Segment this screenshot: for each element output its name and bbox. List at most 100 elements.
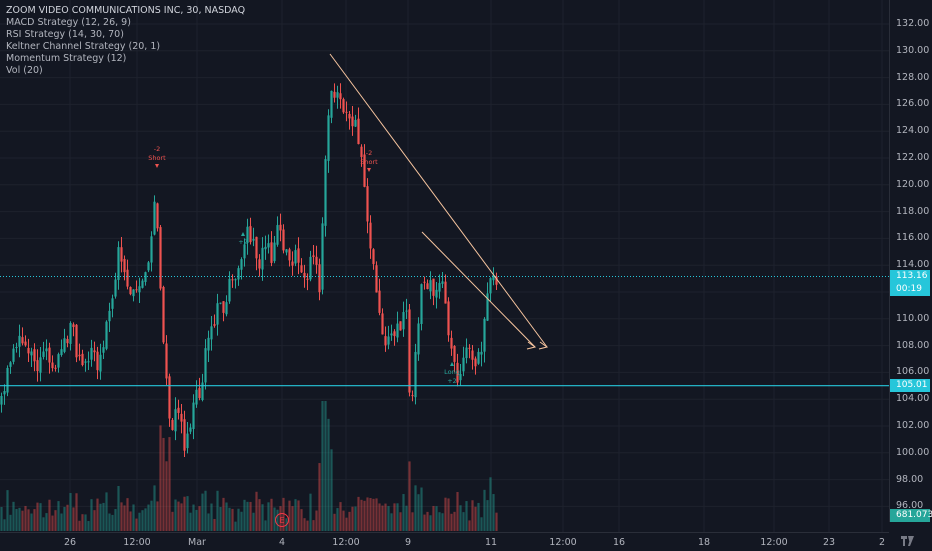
volume-bar	[459, 505, 462, 531]
volume-bar	[426, 511, 429, 531]
candle-body	[330, 90, 333, 118]
candle-body	[339, 93, 342, 100]
candle-body	[54, 367, 57, 369]
candle-body	[129, 287, 132, 295]
volume-bar	[396, 503, 399, 531]
volume-bar	[78, 520, 81, 531]
candle-body	[426, 283, 429, 290]
candle-body	[51, 362, 54, 369]
earnings-marker-icon[interactable]: E	[275, 513, 289, 527]
candle-body	[285, 249, 288, 253]
indicator-rsi[interactable]: RSI Strategy (14, 30, 70)	[6, 29, 124, 40]
candle-body	[279, 224, 282, 231]
volume-bar	[249, 501, 252, 531]
price-tick-label: 98.00	[896, 473, 924, 485]
candle-body	[123, 258, 126, 273]
volume-bar	[336, 508, 339, 531]
long-arrow-icon	[241, 232, 245, 236]
volume-bar	[417, 494, 420, 531]
candle-body	[135, 289, 138, 291]
indicator-keltner[interactable]: Keltner Channel Strategy (20, 1)	[6, 41, 161, 52]
volume-bar	[354, 506, 357, 531]
price-tick-label: 126.00	[896, 98, 930, 110]
candle-body	[207, 337, 210, 351]
volume-bar	[234, 521, 237, 531]
volume-bar	[318, 463, 321, 531]
volume-bar	[3, 519, 6, 531]
short-signal-label: -2	[366, 149, 372, 157]
volume-bar	[207, 513, 210, 531]
candle-body	[240, 259, 243, 270]
candle-body	[480, 351, 483, 355]
candle-body	[162, 286, 165, 343]
candle-body	[495, 276, 498, 285]
volume-bar	[171, 511, 174, 531]
candle-body	[117, 247, 120, 280]
candle-body	[204, 348, 207, 383]
volume-bar	[408, 461, 411, 531]
price-tick-label: 124.00	[896, 125, 930, 137]
volume-bar	[60, 513, 63, 531]
candle-body	[417, 323, 420, 355]
indicator-momentum[interactable]: Momentum Strategy (12)	[6, 53, 127, 64]
volume-bar	[351, 506, 354, 531]
volume-bar	[258, 499, 261, 531]
candle-body	[84, 361, 87, 363]
indicator-macd[interactable]: MACD Strategy (12, 26, 9)	[6, 17, 131, 28]
volume-bar	[393, 503, 396, 531]
volume-value-badge: 681.073K	[890, 509, 932, 522]
candle-body	[414, 351, 417, 398]
candle-body	[180, 413, 183, 422]
volume-bar	[372, 498, 375, 531]
volume-bar	[363, 500, 366, 531]
candle-body	[33, 349, 36, 362]
candle-body	[381, 313, 384, 335]
candle-body	[453, 345, 456, 362]
time-tick-label: 11	[484, 537, 498, 548]
volume-bar	[15, 508, 18, 531]
candle-body	[165, 343, 168, 379]
tradingview-logo-icon[interactable]	[901, 536, 915, 546]
candle-body	[405, 310, 408, 312]
candle-body	[171, 419, 174, 430]
candle-body	[360, 146, 363, 158]
candle-body	[393, 331, 396, 337]
volume-bar	[495, 512, 498, 531]
volume-bar	[312, 520, 315, 531]
candle-body	[321, 223, 324, 290]
indicator-volume[interactable]: Vol (20)	[6, 65, 43, 76]
candle-body	[60, 349, 63, 356]
price-tick-label: 118.00	[896, 205, 930, 217]
chart-grid	[0, 0, 889, 532]
candle-body	[45, 348, 48, 352]
volume-bar	[198, 506, 201, 531]
volume-bar	[39, 503, 42, 531]
candle-body	[90, 347, 93, 360]
volume-bar	[90, 499, 93, 531]
volume-bar	[27, 509, 30, 531]
long-signal-label: Long	[444, 368, 460, 376]
candle-body	[72, 324, 75, 328]
volume-bar	[117, 485, 120, 531]
candle-body	[282, 229, 285, 251]
symbol-title[interactable]: ZOOM VIDEO COMMUNICATIONS INC, 30, NASDA…	[6, 5, 246, 16]
level-price-badge: 105.01	[890, 379, 930, 392]
volume-bar	[450, 513, 453, 531]
candle-body	[423, 281, 426, 283]
price-tick-label: 110.00	[896, 312, 930, 324]
candle-body	[333, 91, 336, 98]
candle-body	[372, 249, 375, 265]
volume-bar	[21, 510, 24, 531]
candle-body	[396, 323, 399, 338]
candle-body	[264, 246, 267, 250]
volume-bar	[168, 437, 171, 531]
price-axis[interactable]	[889, 0, 932, 522]
volume-bar	[345, 517, 348, 531]
candle-body	[327, 115, 330, 161]
volume-bar	[492, 494, 495, 531]
candle-body	[459, 374, 462, 381]
candle-body	[324, 159, 327, 226]
time-axis[interactable]	[0, 532, 889, 551]
